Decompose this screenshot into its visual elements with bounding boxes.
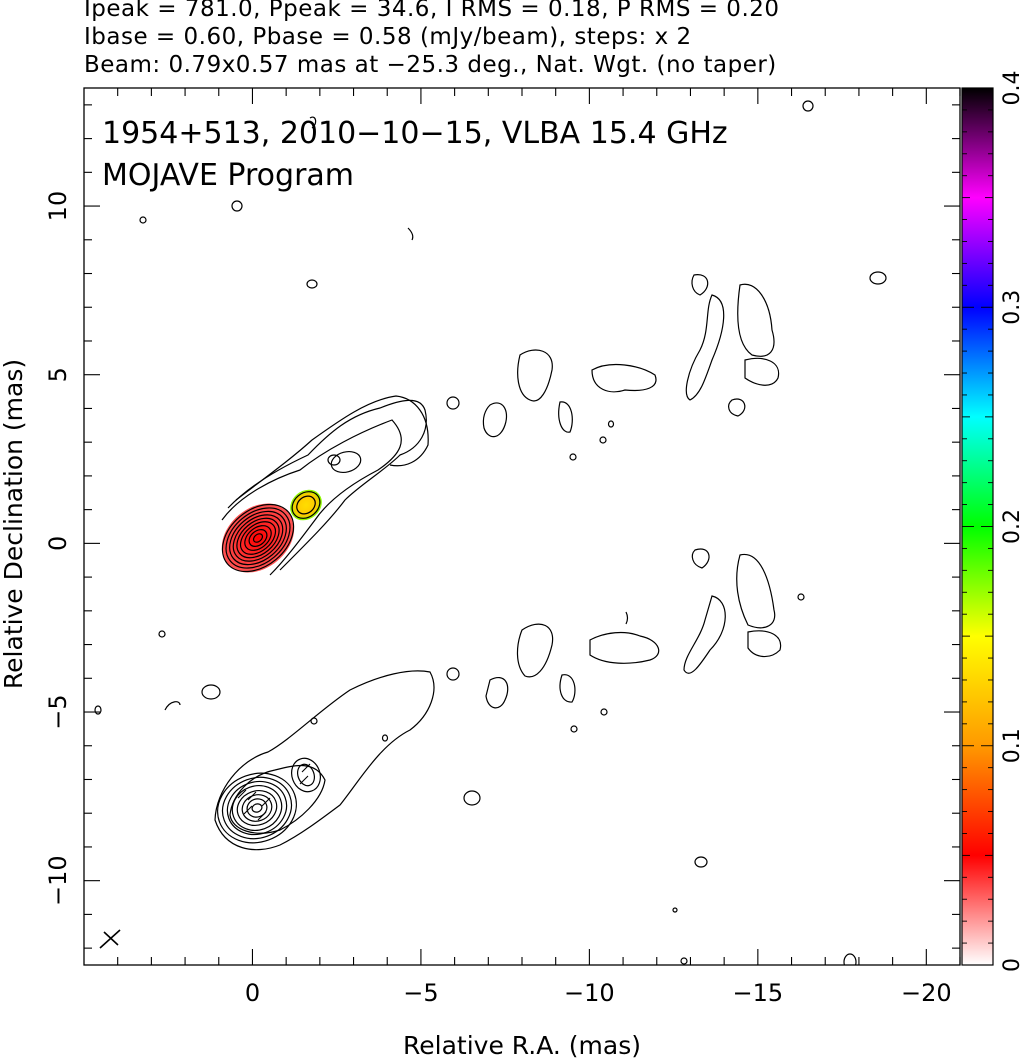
knot-contour-outer [291,491,321,519]
noise-contour-3 [306,279,318,289]
x-tick-label: −20 [901,979,952,1007]
noise-contour-1 [231,200,243,212]
jet-contour-2 [227,399,427,571]
noise-contour-5 [869,271,887,285]
header-beam-line: Beam: 0.79x0.57 mas at −25.3 deg., Nat. … [84,52,777,78]
lower-jet-contour-blob-g [747,630,782,658]
y-axis-label: Relative Declination (mas) [0,359,28,689]
lower-jet-contour-blob-e [683,595,726,674]
evpa-ticks [237,763,311,821]
noise-contour-4 [802,100,814,112]
y-tick-label: −5 [44,694,72,729]
jet-contour-blob-e [685,294,725,401]
colorbar-tick-label: 0 [1000,958,1022,972]
lower-jet-contour-blob-d [691,548,710,569]
lower-noise-contour-4 [158,630,166,638]
lower-noise-contour-15 [672,907,678,913]
jet-contour-blob-k [327,454,341,466]
lower-jet-contour-inner [229,765,326,834]
lower-noise-contour-11 [164,701,181,711]
header-base-line: Ibase = 0.60, Pbase = 0.58 (mJy/beam), s… [84,24,692,50]
noise-contour-2 [139,216,147,224]
lower-jet-contour-blob-b [589,631,660,664]
jet-contour-blob-j [446,396,460,410]
jet-contour-blob-h [728,398,746,417]
colorbar-tick-label: 0.4 [1000,71,1022,106]
jet-contour-blob-c [482,402,508,438]
y-tick-label: 5 [44,367,72,382]
total-intensity-map [94,548,857,965]
jet-contour-1 [221,419,402,576]
jet-contour-blob-d [691,274,709,296]
lower-noise-contour-14 [680,957,688,965]
colorbar-ticks: 0 0.1 0.2 0.3 0.4 [962,71,1022,972]
lower-noise-contour-6 [310,717,318,725]
y-tick-label: −10 [44,855,72,906]
knot-contour-inner [296,495,316,515]
lower-core-contours [217,772,297,844]
lower-jet-contour-blob-f [736,553,776,629]
header-peak-line: Ipeak = 781.0, Ppeak = 34.6, I RMS = 0.1… [84,0,780,22]
map-area [94,100,887,965]
jet-contour-blob-i [558,401,573,433]
colorbar-tick-label: 0.1 [1000,728,1022,763]
noise-contour-8 [599,436,607,444]
y-axis-ticks: 10 5 0 −5 −10 [44,104,960,949]
knot-polarized-emission [290,489,322,521]
lower-jet-contour-outer [214,670,435,851]
lower-noise-contour-12 [625,611,629,625]
lower-knot-contour-inner [296,763,316,787]
lower-noise-contour-8 [570,725,578,733]
jet-contour-blob-g [744,357,780,386]
lower-jet-contour-blob-c [485,677,509,709]
lower-knot-contour-outer [291,757,321,793]
lower-jet-contour-blob-h [559,674,576,703]
polarization-map [139,100,887,576]
jet-contour-blob-a [517,349,553,402]
y-tick-label: 10 [44,191,72,222]
lower-noise-contour-13 [843,953,857,965]
map-subtitle: MOJAVE Program [102,158,354,193]
x-axis-label: Relative R.A. (mas) [403,1031,641,1060]
lower-jet-contour-blob-i [446,667,460,681]
lower-noise-contour-3 [201,684,221,700]
x-axis-ticks: 0 −5 −10 −15 −20 [117,88,961,1007]
noise-contour-9 [607,420,615,428]
noise-contour-10 [309,116,317,129]
colorbar-tick-label: 0.3 [1000,290,1022,325]
x-tick-label: −10 [564,979,615,1007]
lower-noise-contour-9 [600,708,608,716]
lower-noise-contour-10 [797,593,805,601]
noise-contour-7 [569,453,577,461]
lower-noise-contour-1 [463,790,481,806]
jet-contour-knot2 [330,450,362,474]
x-tick-label: −5 [403,979,438,1007]
lower-noise-contour-5 [94,705,102,715]
lower-jet-contour-blob-a [516,623,554,678]
plot-frame [83,87,961,966]
core-contours [221,503,295,573]
beam-marker [99,929,121,949]
noise-contour-6 [407,227,414,241]
y-tick-label: 0 [44,536,72,551]
x-tick-label: 0 [245,979,260,1007]
colorbar-tick-label: 0.2 [1000,509,1022,544]
x-tick-label: −15 [733,979,784,1007]
jet-contour-blob-b [591,364,657,393]
lower-noise-contour-2 [694,856,708,868]
map-title: 1954+513, 2010−10−15, VLBA 15.4 GHz [102,116,728,151]
jet-contour-blob-f [737,283,775,357]
lower-noise-contour-7 [381,734,389,742]
jet-contour-3 [235,395,429,501]
